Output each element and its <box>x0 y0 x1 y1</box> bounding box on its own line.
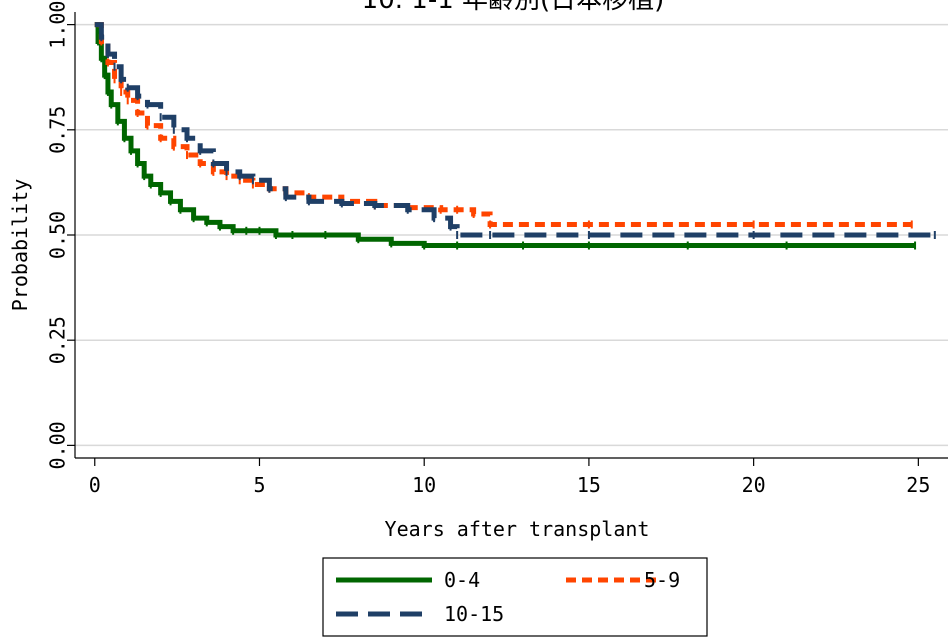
series-line-10-15 <box>94 22 935 238</box>
x-axis-label: Years after transplant <box>385 517 650 541</box>
legend-label-10-15: 10-15 <box>444 602 504 626</box>
x-tick-label: 0 <box>89 473 101 497</box>
x-tick-label: 15 <box>577 473 601 497</box>
x-tick-label: 20 <box>742 473 766 497</box>
y-axis: 0.00 0.25 0.50 0.75 1.00 <box>46 1 76 469</box>
x-axis: 0 5 10 15 20 25 <box>75 457 948 497</box>
x-tick-label: 10 <box>412 473 436 497</box>
chart-title: 10. 1-1 年齢別(日本移植) <box>362 0 665 15</box>
legend: 0-4 5-9 10-15 <box>322 557 708 637</box>
x-tick-label: 5 <box>253 473 265 497</box>
series-line-5-9 <box>94 22 912 227</box>
y-tick-label: 0.75 <box>46 106 70 154</box>
series-group <box>94 22 936 250</box>
y-axis-label: Probability <box>8 179 32 311</box>
legend-box <box>322 557 708 637</box>
y-tick-label: 1.00 <box>46 1 70 49</box>
y-tick-label: 0.50 <box>46 211 70 259</box>
legend-label-0-4: 0-4 <box>444 568 480 592</box>
series-line-0-4 <box>94 22 916 249</box>
legend-label-5-9: 5-9 <box>644 568 680 592</box>
y-tick-label: 0.25 <box>46 316 70 364</box>
x-tick-label: 25 <box>906 473 930 497</box>
y-tick-label: 0.00 <box>46 421 70 469</box>
